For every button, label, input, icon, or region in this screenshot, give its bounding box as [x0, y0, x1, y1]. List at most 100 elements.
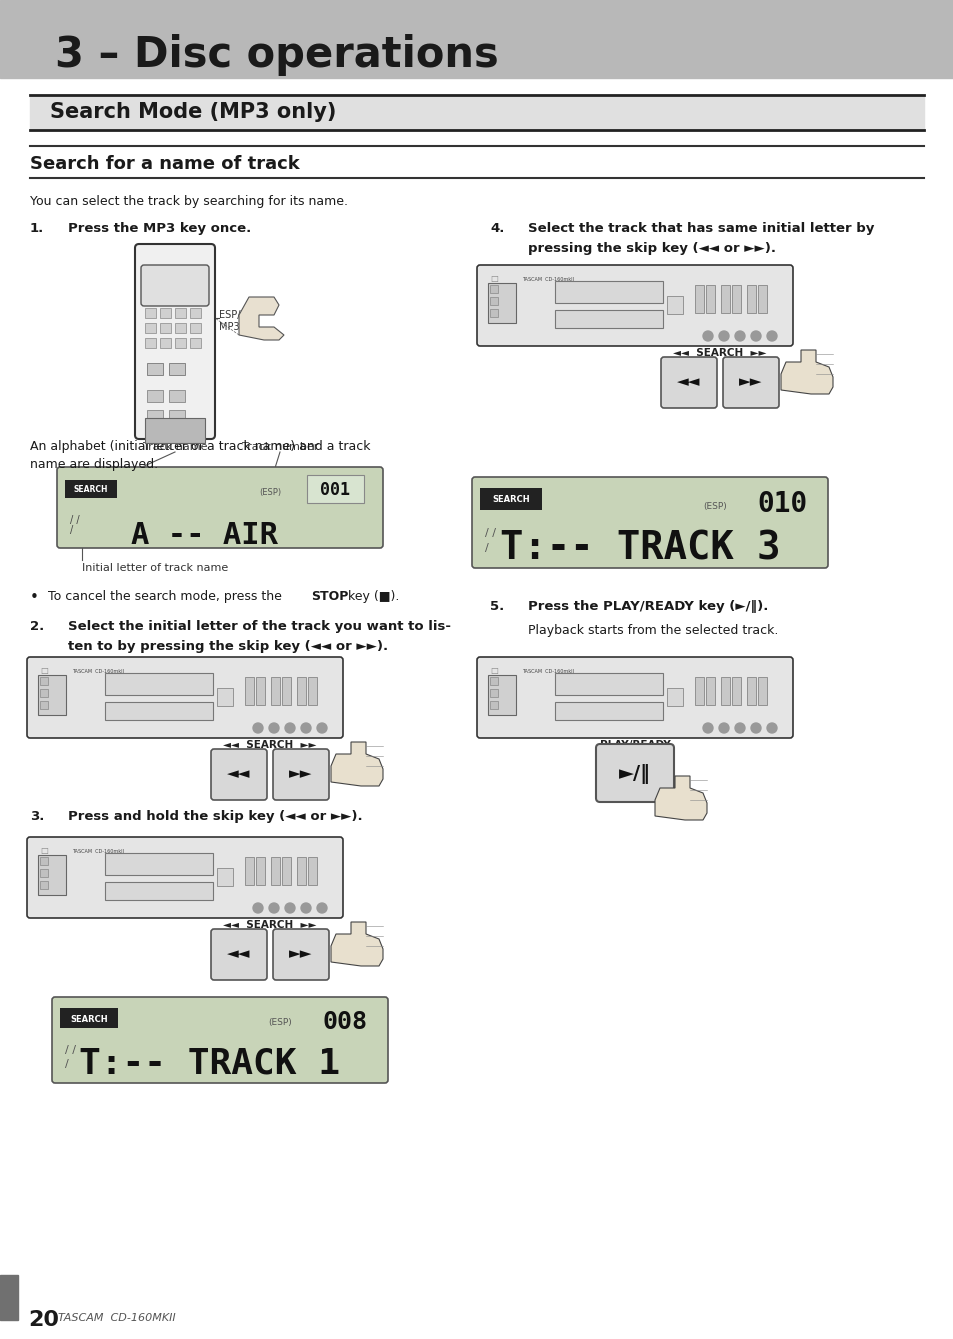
Bar — [255, 678, 265, 706]
Bar — [169, 363, 185, 375]
Text: TASCAM  CD-160mkII: TASCAM CD-160mkII — [71, 849, 124, 854]
Bar — [217, 688, 233, 706]
Text: Track name: Track name — [143, 442, 207, 453]
Text: ◄◄: ◄◄ — [227, 766, 251, 782]
Text: •: • — [30, 590, 39, 605]
Circle shape — [301, 723, 311, 732]
Text: Press the MP3 key once.: Press the MP3 key once. — [68, 222, 251, 236]
Text: PLAY/READY: PLAY/READY — [599, 740, 670, 750]
Circle shape — [253, 723, 263, 732]
Bar — [667, 688, 682, 706]
Text: ►►: ►► — [289, 947, 313, 961]
Text: 3.: 3. — [30, 810, 45, 823]
Bar — [490, 702, 497, 708]
Bar — [160, 323, 171, 333]
Bar — [190, 337, 201, 348]
Text: □: □ — [490, 665, 497, 675]
Bar — [720, 285, 729, 313]
Text: 5.: 5. — [490, 600, 504, 613]
Circle shape — [316, 723, 327, 732]
Text: pressing the skip key (◄◄ or ►►).: pressing the skip key (◄◄ or ►►). — [527, 242, 775, 254]
Text: An alphabet (initial letter of a track name) and a track: An alphabet (initial letter of a track n… — [30, 441, 370, 453]
Circle shape — [269, 902, 278, 913]
Text: T:-- TRACK 3: T:-- TRACK 3 — [499, 529, 780, 566]
Bar — [746, 285, 755, 313]
Circle shape — [750, 723, 760, 732]
Bar — [147, 390, 163, 402]
Text: (ESP): (ESP) — [268, 1019, 292, 1027]
FancyBboxPatch shape — [722, 358, 779, 408]
Bar — [105, 674, 213, 695]
Circle shape — [269, 723, 278, 732]
Bar — [308, 678, 316, 706]
Text: TASCAM  CD-160mkII: TASCAM CD-160mkII — [71, 670, 124, 674]
Text: ten to by pressing the skip key (◄◄ or ►►).: ten to by pressing the skip key (◄◄ or ►… — [68, 640, 388, 653]
Text: Select the initial letter of the track you want to lis-: Select the initial letter of the track y… — [68, 620, 451, 633]
Text: STOP: STOP — [311, 590, 348, 603]
Text: /: / — [65, 1059, 69, 1069]
Bar — [695, 285, 703, 313]
Bar — [145, 323, 156, 333]
Text: 001: 001 — [319, 481, 350, 499]
Polygon shape — [239, 297, 284, 340]
Bar — [147, 410, 163, 422]
Bar — [282, 857, 291, 885]
Text: Track number: Track number — [241, 442, 318, 453]
Text: Press and hold the skip key (◄◄ or ►►).: Press and hold the skip key (◄◄ or ►►). — [68, 810, 362, 823]
Circle shape — [702, 331, 712, 341]
FancyBboxPatch shape — [273, 929, 329, 980]
Polygon shape — [331, 742, 382, 786]
Circle shape — [285, 902, 294, 913]
FancyBboxPatch shape — [211, 749, 267, 799]
Bar — [695, 678, 703, 706]
Text: □: □ — [40, 846, 48, 856]
FancyBboxPatch shape — [27, 837, 343, 919]
Text: □: □ — [40, 665, 48, 675]
Text: T:-- TRACK 1: T:-- TRACK 1 — [79, 1046, 340, 1081]
Text: Search Mode (MP3 only): Search Mode (MP3 only) — [50, 102, 336, 122]
Bar — [40, 857, 48, 865]
Bar — [555, 674, 662, 695]
Bar — [758, 678, 766, 706]
Polygon shape — [655, 777, 706, 819]
FancyBboxPatch shape — [141, 265, 209, 307]
Bar — [169, 390, 185, 402]
Bar — [758, 285, 766, 313]
Text: ◄◄  SEARCH  ►►: ◄◄ SEARCH ►► — [223, 920, 316, 931]
FancyBboxPatch shape — [307, 475, 364, 503]
Circle shape — [301, 902, 311, 913]
Circle shape — [253, 902, 263, 913]
Text: TASCAM  CD-160MKII: TASCAM CD-160MKII — [58, 1314, 175, 1323]
Circle shape — [766, 723, 776, 732]
Circle shape — [766, 331, 776, 341]
FancyBboxPatch shape — [27, 657, 343, 738]
Bar — [105, 702, 213, 720]
Text: / /: / / — [484, 528, 496, 538]
Bar — [705, 285, 714, 313]
Bar — [40, 702, 48, 708]
Circle shape — [750, 331, 760, 341]
Bar — [555, 281, 662, 303]
Text: ►/‖: ►/‖ — [618, 765, 650, 785]
Bar — [490, 309, 497, 317]
FancyBboxPatch shape — [660, 358, 717, 408]
Circle shape — [702, 723, 712, 732]
Bar — [255, 857, 265, 885]
Bar — [105, 853, 213, 874]
Text: 3 – Disc operations: 3 – Disc operations — [55, 33, 498, 76]
Text: Select the track that has same initial letter by: Select the track that has same initial l… — [527, 222, 874, 236]
Text: You can select the track by searching for its name.: You can select the track by searching fo… — [30, 195, 348, 208]
Bar — [0, 0, 953, 78]
Text: / /: / / — [70, 516, 79, 525]
Bar — [30, 95, 923, 130]
Text: □: □ — [490, 274, 497, 283]
Polygon shape — [781, 349, 832, 394]
Bar — [667, 296, 682, 315]
Text: Initial letter of track name: Initial letter of track name — [82, 562, 228, 573]
Text: ◄◄: ◄◄ — [227, 947, 251, 961]
Text: key (■).: key (■). — [344, 590, 399, 603]
Text: ◄◄  SEARCH  ►►: ◄◄ SEARCH ►► — [223, 740, 316, 750]
Text: 010: 010 — [757, 490, 807, 518]
FancyBboxPatch shape — [476, 657, 792, 738]
Text: ESP/
MP3: ESP/ MP3 — [219, 311, 240, 332]
